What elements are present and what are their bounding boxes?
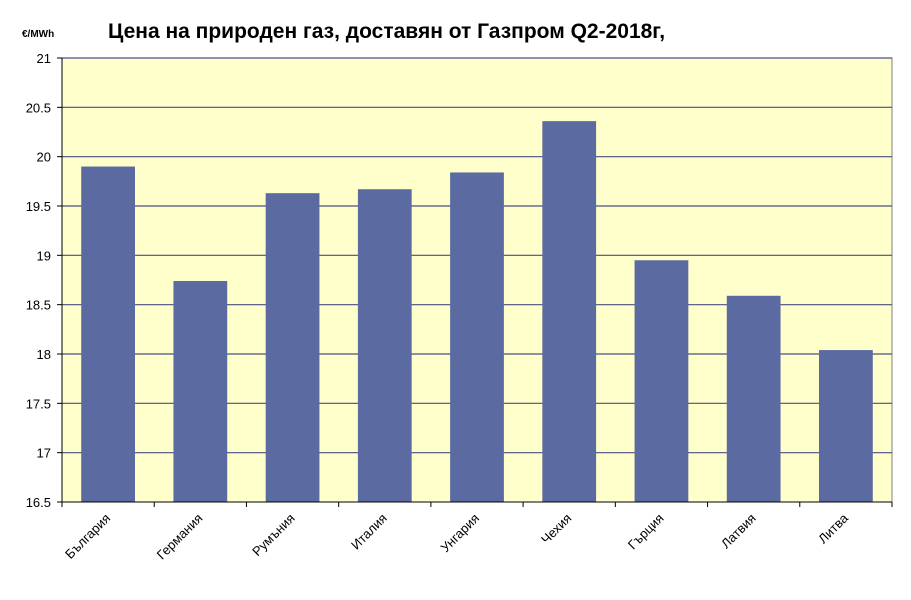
bar-4 [357, 189, 412, 502]
bar-3 [265, 193, 320, 502]
x-tick-label: Гърция [625, 511, 667, 553]
x-tick-label: Унгария [438, 511, 483, 556]
y-unit-label: €/MWh [22, 29, 54, 40]
y-tick-label: 20 [37, 150, 51, 165]
y-tick-label: 21 [37, 51, 51, 66]
x-tick-label: Литва [815, 510, 851, 546]
x-tick-label: Италия [348, 511, 390, 553]
bar-5 [450, 172, 504, 502]
bar-9 [819, 350, 873, 502]
bar-2 [173, 280, 228, 502]
y-tick-label: 18 [37, 347, 51, 362]
bar-8 [726, 295, 781, 502]
y-tick-label: 19 [37, 248, 51, 263]
y-tick-label: 18.5 [26, 298, 51, 313]
x-tick-label: Латвия [718, 511, 759, 552]
x-tick-label: България [62, 511, 113, 562]
y-tick-label: 16.5 [26, 495, 51, 510]
bar-7 [634, 260, 689, 502]
bars [81, 121, 873, 503]
bar-1 [81, 166, 135, 503]
y-tick-label: 19.5 [26, 199, 51, 214]
y-tick-labels: 16.5 17 17.5 18 18.5 19 19.5 20 20.5 21 [26, 51, 51, 510]
y-tick-label: 20.5 [26, 100, 51, 115]
x-tick-label: Чехия [538, 511, 574, 547]
y-tick-label: 17.5 [26, 396, 51, 411]
x-tick-label: Румъния [249, 511, 297, 559]
y-tick-label: 17 [37, 446, 51, 461]
axes [57, 57, 893, 507]
x-tick-labels: България Германия Румъния Италия Унгария Чехи… [62, 510, 852, 562]
bar-6 [542, 121, 597, 502]
chart-title: Цена на природен газ, доставян от Газпро… [108, 20, 665, 43]
x-tick-label: Германия [154, 511, 206, 563]
